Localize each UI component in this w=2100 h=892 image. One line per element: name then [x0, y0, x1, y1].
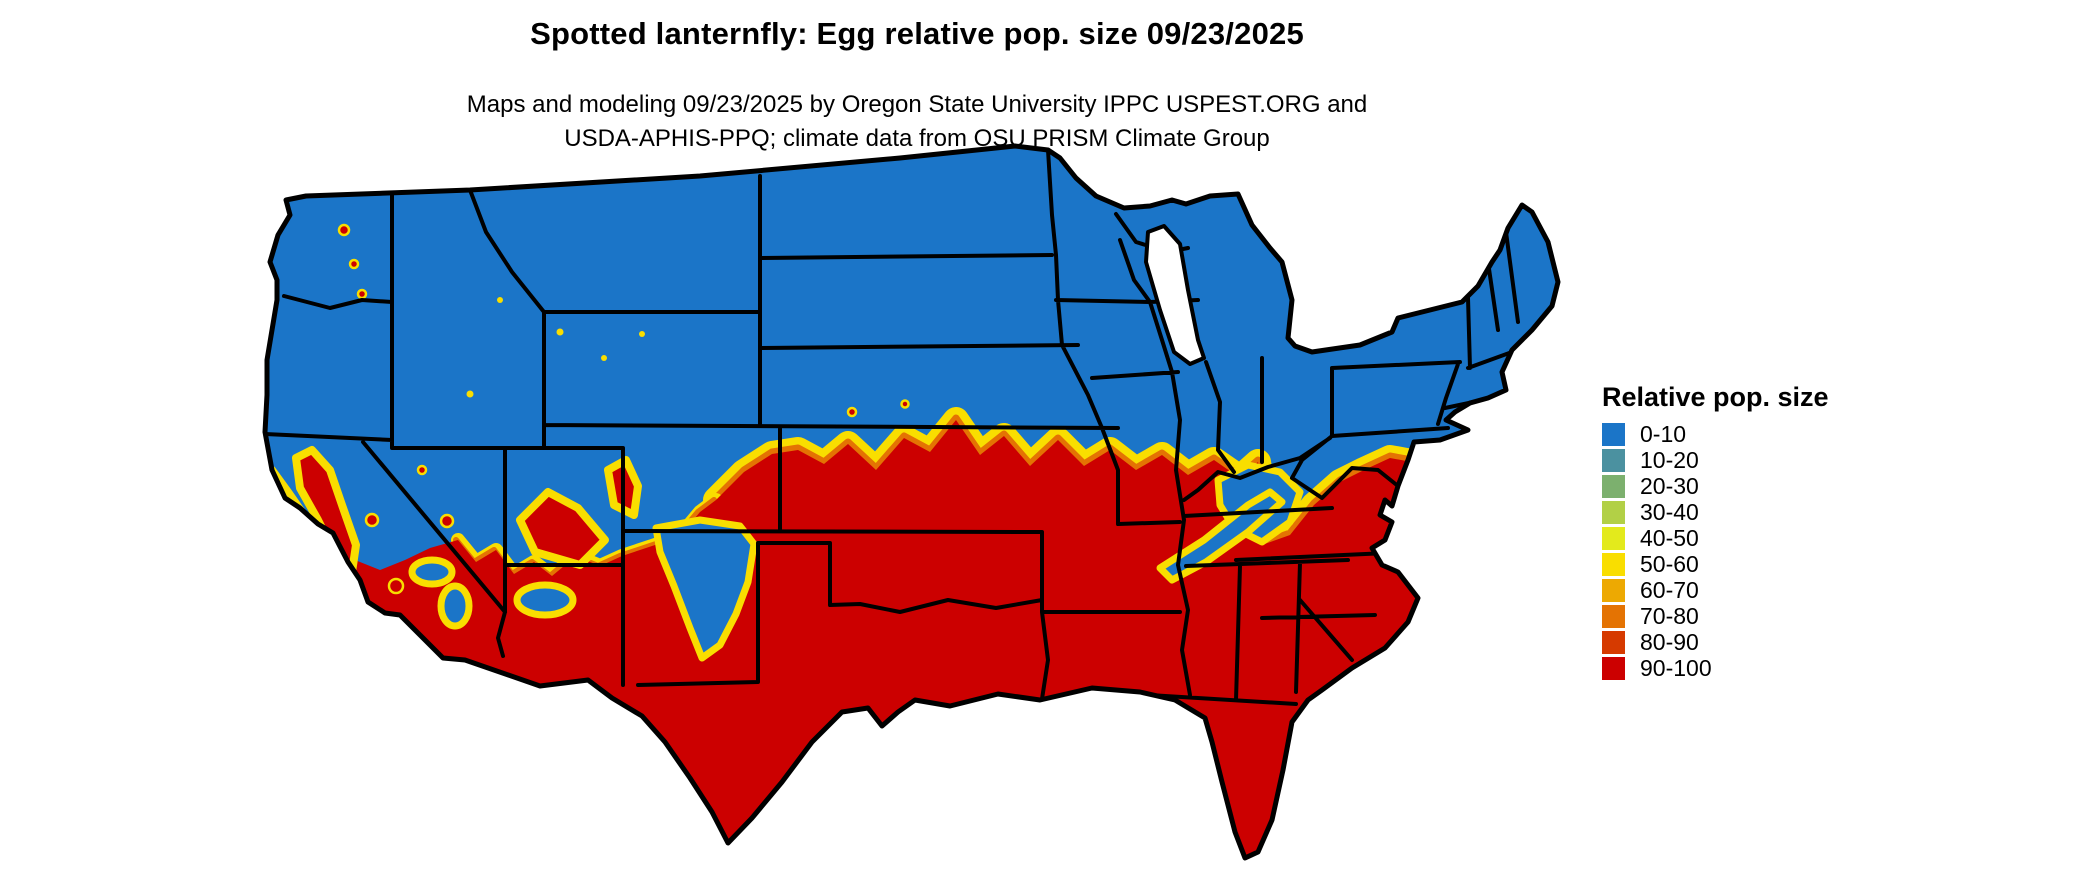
legend-swatch — [1602, 501, 1625, 524]
great-basin-red-speck — [439, 513, 455, 529]
legend-swatch — [1602, 605, 1625, 628]
plains-red-speck — [900, 399, 910, 409]
legend-swatch — [1602, 657, 1625, 680]
great-basin-red-speck — [416, 464, 428, 476]
plains-red-speck — [846, 406, 858, 418]
legend-swatch — [1602, 475, 1625, 498]
legend-item-label: 40-50 — [1640, 525, 1699, 551]
legend-item-label: 70-80 — [1640, 603, 1699, 629]
legend-swatch — [1602, 631, 1625, 654]
rockies-yellow-speck — [497, 297, 503, 303]
subtitle-line-1: Maps and modeling 09/23/2025 by Oregon S… — [466, 91, 1368, 118]
legend-item: 80-90 — [1602, 631, 1829, 654]
legend-item-label: 60-70 — [1640, 577, 1699, 603]
great-basin-red-speck — [387, 577, 405, 595]
legend-item-label: 80-90 — [1640, 629, 1699, 655]
legend-items: 0-10 10-20 20-30 30-40 40-50 50-60 60-70 70-80 8… — [1602, 423, 1829, 680]
legend-title: Relative pop. size — [1602, 382, 1829, 412]
legend-swatch — [1602, 449, 1625, 472]
legend-swatch — [1602, 527, 1625, 550]
lake-michigan — [1144, 224, 1206, 366]
legend-item: 20-30 — [1602, 475, 1829, 498]
legend-item: 0-10 — [1602, 423, 1829, 446]
legend-item-label: 30-40 — [1640, 499, 1699, 525]
state-borders — [265, 148, 1520, 714]
great-basin-red-speck — [364, 512, 380, 528]
legend-item: 10-20 — [1602, 449, 1829, 472]
legend-swatch — [1602, 423, 1625, 446]
legend-item-label: 10-20 — [1640, 447, 1699, 473]
cascades-red-speck — [356, 288, 368, 300]
central-valley-red-pocket — [292, 446, 360, 576]
cascades-red-speck — [337, 223, 351, 237]
legend-item-label: 0-10 — [1640, 421, 1687, 447]
cascades-red-speck — [348, 258, 360, 270]
socal-mountain-blue-pocket — [408, 556, 456, 588]
legend-swatch — [1602, 553, 1625, 576]
legend-item: 30-40 — [1602, 501, 1829, 524]
utah-desert-red-pocket — [516, 488, 609, 569]
mogollon-rim-blue-pocket — [513, 581, 577, 619]
us-outline — [262, 143, 1561, 861]
rockies-yellow-speck — [639, 331, 645, 337]
legend-item: 50-60 — [1602, 553, 1829, 576]
new-mexico-rockies-blue-pocket — [652, 516, 758, 662]
peninsular-range-blue-pocket — [437, 582, 473, 630]
subtitle-line-2: USDA-APHIS-PPQ; climate data from OSU PR… — [564, 125, 1270, 152]
rockies-yellow-speck — [556, 328, 564, 336]
legend-item: 70-80 — [1602, 605, 1829, 628]
legend-item-label: 20-30 — [1640, 473, 1699, 499]
legend-swatch — [1602, 579, 1625, 602]
legend-item: 90-100 — [1602, 657, 1829, 680]
rockies-yellow-speck — [601, 355, 607, 361]
legend-item-label: 90-100 — [1640, 655, 1712, 681]
legend-item-label: 50-60 — [1640, 551, 1699, 577]
us-choropleth-map — [262, 143, 1561, 861]
legend-item: 60-70 — [1602, 579, 1829, 602]
legend: Relative pop. size 0-10 10-20 20-30 30-40 40… — [1602, 382, 1829, 683]
legend-item: 40-50 — [1602, 527, 1829, 550]
figure-title: Spotted lanternfly: Egg relative pop. si… — [530, 16, 1304, 51]
rockies-yellow-speck — [466, 390, 474, 398]
figure-subtitle: Maps and modeling 09/23/2025 by Oregon S… — [0, 88, 1834, 156]
